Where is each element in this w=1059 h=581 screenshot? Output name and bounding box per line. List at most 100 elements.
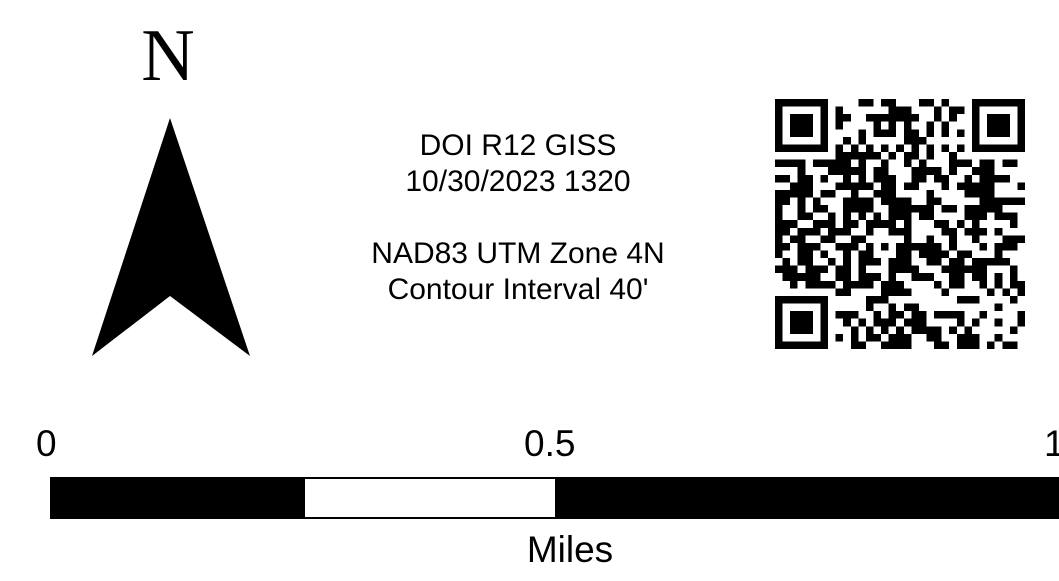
qr-module [790,182,798,190]
qr-module [828,167,836,175]
qr-module [835,121,844,130]
qr-module [820,280,829,289]
qr-module [820,220,829,228]
qr-module [835,311,844,319]
qr-module [881,114,889,122]
qr-module [858,280,866,289]
qr-module [888,220,897,228]
qr-module [949,205,957,213]
qr-module [949,265,957,274]
qr-module [797,326,806,334]
qr-module [805,189,813,198]
qr-module [873,220,882,228]
qr-module [971,333,980,342]
qr-module [805,265,813,274]
qr-module [790,318,798,327]
qr-module [918,205,927,213]
qr-module [797,182,806,190]
qr-module [865,295,874,304]
qr-module [850,280,859,289]
qr-module [971,273,980,281]
qr-module [1002,258,1010,266]
qr-module [820,174,829,183]
qr-module [775,227,783,236]
qr-module [797,144,806,153]
qr-module [896,258,904,266]
qr-module [903,242,912,251]
qr-module [926,326,935,334]
qr-module [1017,136,1025,145]
qr-module [865,250,874,259]
qr-module [994,114,1003,122]
qr-module [926,99,935,107]
qr-module [971,144,980,153]
qr-module [903,318,912,327]
qr-module [896,311,904,319]
qr-module [797,129,806,137]
qr-module [956,258,965,266]
qr-module [873,273,882,281]
qr-module [797,212,806,221]
qr-module [865,182,874,190]
qr-module [1009,242,1018,251]
qr-module [858,265,866,274]
qr-module [797,295,806,304]
qr-module [881,341,889,349]
qr-module [949,159,957,168]
qr-module [941,205,950,213]
qr-module [987,197,995,206]
qr-code-icon[interactable] [775,99,1025,349]
qr-module [843,288,851,296]
qr-module [865,242,874,251]
qr-module [896,144,904,153]
qr-module [775,205,783,213]
qr-module [911,326,919,334]
qr-module [903,114,912,122]
qr-module [858,129,866,137]
info-spacer [318,200,718,236]
qr-module [903,136,912,145]
qr-module [934,333,942,342]
qr-module [979,174,988,183]
qr-module [926,205,935,213]
qr-module [979,99,988,107]
qr-module [888,114,897,122]
qr-module [1002,235,1010,243]
qr-module [911,182,919,190]
qr-module [782,174,791,183]
qr-module [782,227,791,236]
qr-module [903,265,912,274]
qr-module [987,288,995,296]
qr-module [911,273,919,281]
qr-module [888,333,897,342]
qr-module [835,152,844,160]
qr-module [820,303,829,312]
qr-module [812,197,821,206]
qr-module [775,174,783,183]
qr-module [843,136,851,145]
qr-module [858,235,866,243]
qr-module [903,250,912,259]
qr-module [865,280,874,289]
datetime-label: 10/30/2023 1320 [405,165,631,198]
qr-module [858,174,866,183]
qr-module [805,129,813,137]
qr-module [797,197,806,206]
qr-module [812,159,821,168]
qr-module [1009,295,1018,304]
qr-module [835,144,844,153]
qr-module [782,341,791,349]
qr-module [888,341,897,349]
qr-module [820,136,829,145]
qr-module [858,250,866,259]
qr-module [797,167,806,175]
qr-module [865,227,874,236]
qr-module [820,326,829,334]
qr-module [888,174,897,183]
qr-module [828,212,836,221]
qr-module [865,144,874,153]
qr-module [971,106,980,115]
qr-module [820,106,829,115]
qr-module [881,326,889,334]
